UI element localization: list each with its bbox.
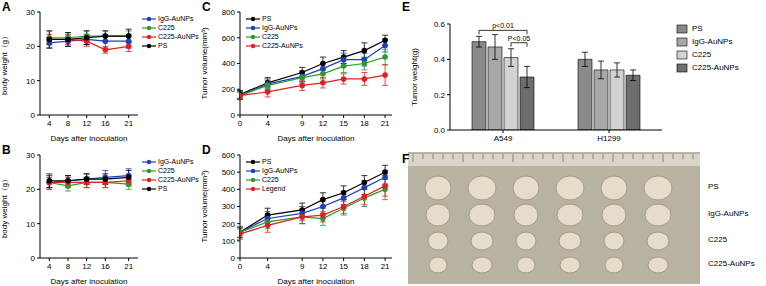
html-text:PS: PS xyxy=(708,182,719,191)
svg-text:15: 15 xyxy=(339,262,348,271)
html-text:C225: C225 xyxy=(262,176,279,183)
svg-text:800: 800 xyxy=(222,8,236,17)
svg-text:10: 10 xyxy=(26,77,35,86)
svg-text:0: 0 xyxy=(31,254,36,263)
html-text:Legend: Legend xyxy=(262,185,286,192)
svg-text:0: 0 xyxy=(231,111,236,120)
svg-text:4: 4 xyxy=(265,262,270,271)
svg-text:Tumor volume(mm³): Tumor volume(mm³) xyxy=(200,170,209,242)
svg-text:500: 500 xyxy=(222,168,236,177)
html-text:PS: PS xyxy=(262,158,272,165)
svg-text:600: 600 xyxy=(222,34,236,43)
svg-text:Days after inoculation: Days after inoculation xyxy=(278,277,355,286)
html-text:F: F xyxy=(402,152,410,166)
svg-text:15: 15 xyxy=(339,119,348,128)
svg-text:Days after inoculation: Days after inoculation xyxy=(278,134,355,143)
svg-text:0.6: 0.6 xyxy=(434,20,446,29)
html-text:IgG-AuNPs: IgG-AuNPs xyxy=(262,24,298,31)
svg-text:21: 21 xyxy=(381,119,390,128)
html-text:PS: PS xyxy=(262,15,272,22)
svg-text:20: 20 xyxy=(26,185,35,194)
html-text:C225: C225 xyxy=(158,24,175,31)
html-text:C225-AuNPs: C225-AuNPs xyxy=(158,33,199,40)
svg-text:10: 10 xyxy=(26,220,35,229)
svg-text:12: 12 xyxy=(82,262,91,271)
html-text:C225: C225 xyxy=(708,235,728,244)
svg-text:400: 400 xyxy=(222,185,236,194)
svg-text:8: 8 xyxy=(66,119,71,128)
svg-text:300: 300 xyxy=(222,202,236,211)
svg-text:0: 0 xyxy=(31,111,36,120)
svg-text:16: 16 xyxy=(101,262,110,271)
svg-text:4: 4 xyxy=(265,119,270,128)
html-text:IgG-AuNPs: IgG-AuNPs xyxy=(262,167,298,174)
svg-text:21: 21 xyxy=(124,262,133,271)
html-text:C225-AuNPs: C225-AuNPs xyxy=(692,63,739,72)
svg-text:16: 16 xyxy=(101,119,110,128)
svg-text:600: 600 xyxy=(222,151,236,160)
svg-text:0: 0 xyxy=(238,262,243,271)
html-text:C225: C225 xyxy=(158,167,175,174)
svg-text:4: 4 xyxy=(47,119,52,128)
svg-text:9: 9 xyxy=(300,119,305,128)
svg-text:p<0.01: p<0.01 xyxy=(492,22,514,30)
svg-text:0.4: 0.4 xyxy=(434,55,446,64)
svg-text:Tumor volume(mm³): Tumor volume(mm³) xyxy=(200,27,209,99)
svg-text:0: 0 xyxy=(231,254,236,263)
html-text:A: A xyxy=(2,0,11,14)
svg-text:200: 200 xyxy=(222,220,236,229)
svg-text:A549: A549 xyxy=(494,134,513,143)
svg-text:20: 20 xyxy=(26,42,35,51)
svg-text:H1299: H1299 xyxy=(597,134,621,143)
html-text:C225: C225 xyxy=(692,50,712,59)
html-text:E: E xyxy=(402,0,410,14)
svg-text:18: 18 xyxy=(360,262,369,271)
svg-text:Days after inoculation: Days after inoculation xyxy=(51,277,128,286)
html-text:IgG-AuNPs: IgG-AuNPs xyxy=(692,37,733,46)
svg-text:21: 21 xyxy=(381,262,390,271)
svg-text:30: 30 xyxy=(26,151,35,160)
html-text:IgG-AuNPs: IgG-AuNPs xyxy=(158,158,194,165)
svg-text:9: 9 xyxy=(300,262,305,271)
svg-text:30: 30 xyxy=(26,8,35,17)
svg-text:4: 4 xyxy=(47,262,52,271)
html-text:B: B xyxy=(2,143,11,157)
svg-text:100: 100 xyxy=(222,237,236,246)
html-text:IgG-AuNPs: IgG-AuNPs xyxy=(708,209,749,218)
svg-text:0.2: 0.2 xyxy=(434,91,446,100)
html-text:C225-AuNPs: C225-AuNPs xyxy=(158,176,199,183)
html-text:IgG-AuNPs: IgG-AuNPs xyxy=(158,15,194,22)
svg-text:400: 400 xyxy=(222,59,236,68)
svg-text:0.0: 0.0 xyxy=(434,126,446,135)
svg-text:200: 200 xyxy=(222,85,236,94)
html-text:PS: PS xyxy=(692,24,703,33)
svg-text:P<0.05: P<0.05 xyxy=(508,35,530,42)
svg-text:21: 21 xyxy=(124,119,133,128)
svg-text:Tumor weight(g): Tumor weight(g) xyxy=(410,48,419,106)
html-text:C: C xyxy=(202,0,211,14)
html-text:C225-AuNPs: C225-AuNPs xyxy=(708,259,755,268)
html-text:D: D xyxy=(202,143,211,157)
svg-text:12: 12 xyxy=(318,119,327,128)
svg-text:12: 12 xyxy=(318,262,327,271)
svg-text:body weight（g）: body weight（g） xyxy=(0,32,9,95)
svg-text:Days after inoculation: Days after inoculation xyxy=(51,134,128,143)
html-text:C225: C225 xyxy=(262,33,279,40)
svg-text:0: 0 xyxy=(238,119,243,128)
svg-text:18: 18 xyxy=(360,119,369,128)
html-text:PS: PS xyxy=(158,185,168,192)
svg-text:8: 8 xyxy=(66,262,71,271)
svg-text:body weight（g）: body weight（g） xyxy=(0,175,9,238)
html-text:C225-AuNPs: C225-AuNPs xyxy=(262,42,303,49)
html-text:PS: PS xyxy=(158,42,168,49)
svg-text:12: 12 xyxy=(82,119,91,128)
